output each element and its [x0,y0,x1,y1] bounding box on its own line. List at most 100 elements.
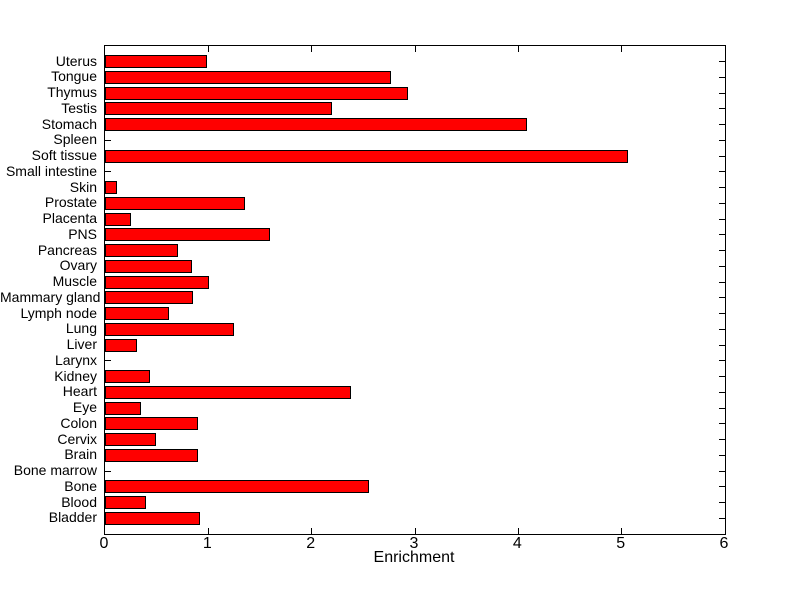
bar-kidney [105,370,151,384]
bar-bone [105,480,369,494]
y-axis-tick-left [105,360,111,362]
y-tick-label-soft-tissue: Soft tissue [31,147,97,164]
x-axis-tick-bottom [517,528,519,534]
x-tick-label: 3 [409,535,419,552]
y-axis-tick-right [719,486,725,488]
bar-mammary-gland [105,291,193,305]
x-axis-title: Enrichment [373,549,455,566]
y-tick-label-heart: Heart [62,383,97,400]
y-tick-label-small-intestine: Small intestine [5,162,97,179]
y-tick-label-blood: Blood [61,493,97,510]
x-axis-tick-bottom [414,528,416,534]
y-axis-tick-right [719,360,725,362]
bar-placenta [105,212,131,226]
bar-muscle [105,275,210,289]
y-tick-label-lung: Lung [65,320,97,337]
y-axis-tick-right [719,202,725,204]
y-tick-label-skin: Skin [69,178,97,195]
bar-stomach [105,118,527,132]
y-axis-tick-right [719,234,725,236]
y-axis-tick-left [105,171,111,173]
y-tick-label-bladder: Bladder [48,509,97,526]
bar-blood [105,496,147,510]
x-axis-tick-top [621,46,623,52]
y-tick-label-muscle: Muscle [52,273,97,290]
y-axis-tick-right [719,187,725,189]
bar-tongue [105,70,392,84]
y-axis-tick-right [719,92,725,94]
y-tick-label-placenta: Placenta [42,210,97,227]
y-axis-tick-right [719,61,725,63]
y-axis-tick-right [719,423,725,425]
bar-pns [105,228,271,242]
y-axis-tick-right [719,313,725,315]
y-tick-label-mammary-gland: Mammary gland [0,288,101,305]
x-axis-tick-top [311,46,313,52]
y-tick-label-eye: Eye [72,399,97,416]
y-axis-tick-right [719,155,725,157]
y-axis-tick-right [719,265,725,267]
y-axis-tick-right [719,108,725,110]
bar-skin [105,181,118,195]
y-tick-label-ovary: Ovary [59,257,97,274]
y-axis-tick-left [105,139,111,141]
x-tick-label: 1 [202,535,212,552]
y-axis-tick-right [719,124,725,126]
y-tick-label-tongue: Tongue [51,68,97,85]
y-axis-tick-right [719,281,725,283]
y-tick-label-stomach: Stomach [41,115,97,132]
y-tick-label-pns: PNS [68,225,97,242]
y-axis-tick-right [719,250,725,252]
y-tick-label-lymph-node: Lymph node [20,304,97,321]
y-tick-label-prostate: Prostate [44,194,97,211]
y-axis-tick-right [719,297,725,299]
y-axis-tick-right [719,218,725,220]
y-tick-label-thymus: Thymus [47,84,97,101]
y-tick-label-kidney: Kidney [54,367,97,384]
bar-eye [105,401,142,415]
y-axis-tick-right [719,502,725,504]
y-axis-tick-right [719,344,725,346]
x-axis-tick-top [207,46,209,52]
bar-thymus [105,86,408,100]
x-tick-label: 2 [306,535,316,552]
y-tick-label-testis: Testis [61,99,97,116]
y-tick-label-cervix: Cervix [57,430,97,447]
x-axis-tick-bottom [207,528,209,534]
y-tick-label-uterus: Uterus [55,52,97,69]
bar-uterus [105,55,208,69]
bar-colon [105,417,198,431]
y-tick-label-pancreas: Pancreas [37,241,97,258]
x-axis-tick-bottom [621,528,623,534]
bar-testis [105,102,333,116]
bar-prostate [105,196,245,210]
y-tick-label-liver: Liver [66,336,97,353]
bar-lymph-node [105,307,170,321]
y-axis-tick-right [719,439,725,441]
y-axis-tick-right [719,517,725,519]
bar-pancreas [105,244,179,258]
y-axis-tick-right [719,328,725,330]
y-axis-tick-left [105,470,111,472]
y-tick-label-colon: Colon [60,414,97,431]
x-axis-tick-bottom [311,528,313,534]
y-tick-label-brain: Brain [64,446,97,463]
y-tick-label-larynx: Larynx [54,351,97,368]
y-axis-tick-right [719,470,725,472]
y-axis-tick-right [719,407,725,409]
y-axis-tick-right [719,454,725,456]
bar-bladder [105,511,201,525]
y-tick-label-bone: Bone [64,477,97,494]
y-axis-tick-right [719,391,725,393]
x-tick-label: 6 [719,535,729,552]
bar-heart [105,385,351,399]
x-axis-tick-top [517,46,519,52]
bar-soft-tissue [105,149,628,163]
x-tick-label: 0 [99,535,109,552]
bar-ovary [105,259,192,273]
plot-area [104,45,726,535]
bar-lung [105,322,235,336]
x-tick-label: 4 [512,535,522,552]
bar-brain [105,448,198,462]
y-axis-tick-right [719,171,725,173]
